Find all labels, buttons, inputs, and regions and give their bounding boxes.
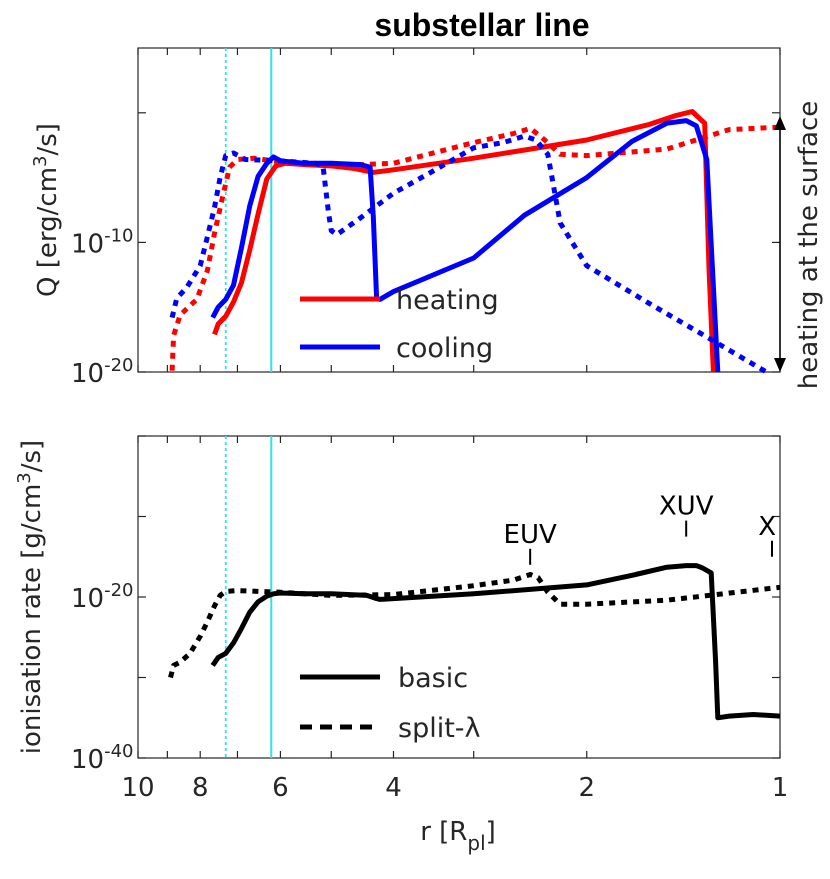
top-plot-frame — [137, 47, 781, 373]
surface-heating-arrow — [774, 116, 786, 372]
legend-cooling-label: cooling — [396, 333, 493, 364]
legend-split-label: split-λ — [398, 713, 481, 744]
top-series-group — [169, 109, 781, 375]
series-split- — [168, 572, 781, 679]
top-axis-ticks — [137, 48, 781, 373]
series-basic — [210, 563, 781, 721]
bottom-legend: basic split-λ — [300, 663, 481, 744]
top-y-axis-label: Q [erg/cm3/s] — [30, 123, 63, 297]
y-tick-label: 10-40 — [71, 741, 134, 775]
right-axis-label: heating at the surface — [794, 101, 824, 390]
band-annotations: EUV XUV X — [504, 492, 776, 565]
series-heating-split-lambda — [169, 124, 781, 371]
top-legend: heating cooling — [300, 285, 499, 364]
y-tick-label: 10-20 — [71, 355, 134, 389]
annotation-euv: EUV — [504, 520, 557, 550]
series-cooling-basic — [210, 118, 721, 373]
bottom-y-axis-label: ionisation rate [g/cm3/s] — [14, 440, 47, 754]
legend-heating-label: heating — [396, 285, 499, 316]
chart-title: substellar line — [374, 7, 589, 43]
annotation-x: X — [758, 512, 776, 542]
bottom-axis-ticks — [137, 435, 781, 759]
x-tick-label: 10 — [121, 773, 154, 803]
x-tick-labels: 10 8 6 4 2 1 — [121, 773, 788, 803]
y-tick-label: 10-10 — [71, 225, 134, 259]
top-panel: 10-10 10-20 Q [erg/cm3/s] heating at the … — [30, 47, 824, 390]
annotation-xuv: XUV — [659, 492, 714, 522]
y-tick-label: 10-20 — [71, 580, 134, 614]
bottom-y-tick-labels: 10-20 10-40 — [71, 580, 134, 775]
top-y-tick-labels: 10-10 10-20 — [71, 225, 134, 389]
x-tick-label: 8 — [192, 773, 209, 803]
x-tick-label: 4 — [385, 773, 402, 803]
x-tick-label: 6 — [272, 773, 289, 803]
bottom-panel: 10-20 10-40 10 8 6 4 2 1 EUV XUV X ionisation ra… — [14, 435, 788, 855]
series-heating-basic — [212, 109, 716, 373]
legend-basic-label: basic — [398, 663, 468, 694]
bottom-series-group — [168, 563, 781, 721]
series-cooling-split-lambda — [169, 133, 768, 375]
x-tick-label: 1 — [772, 773, 789, 803]
x-axis-label: r [Rpl] — [420, 817, 496, 855]
x-tick-label: 2 — [578, 773, 595, 803]
